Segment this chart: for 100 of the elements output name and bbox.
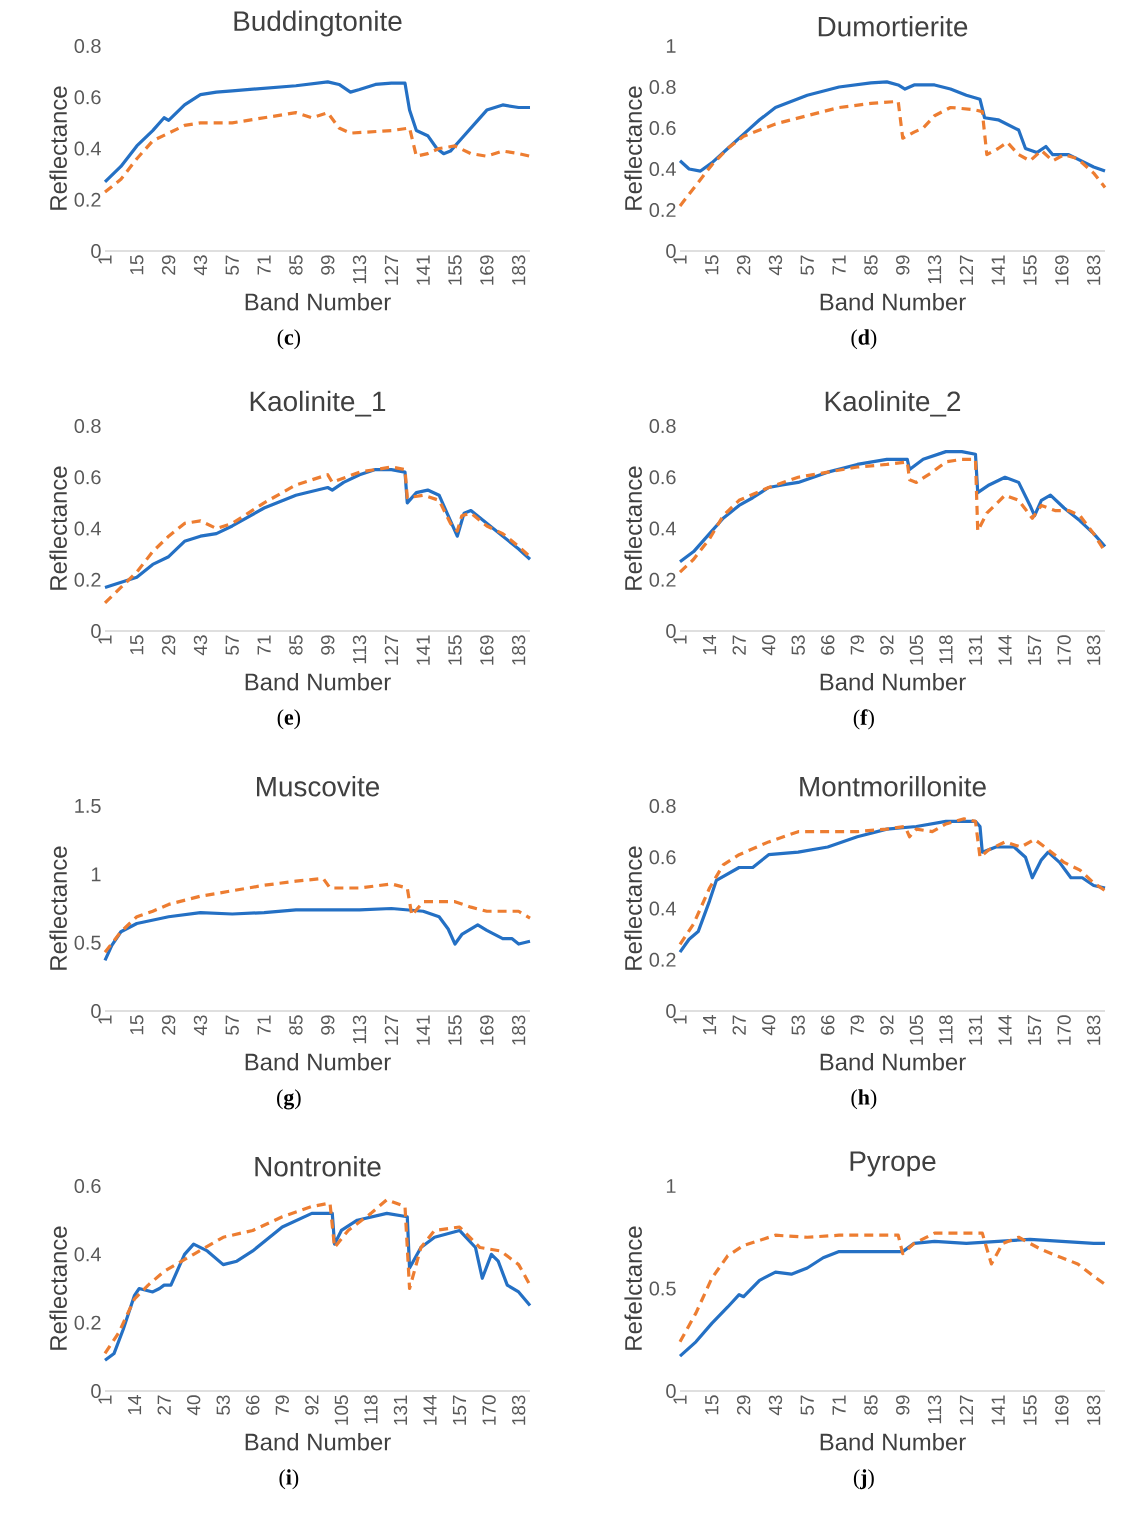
x-axis-title: Band Number xyxy=(820,1052,966,1071)
y-tick-label: 1 xyxy=(666,39,676,53)
x-tick-label: 155 xyxy=(448,1015,462,1045)
x-tick-label: 113 xyxy=(352,1015,367,1044)
chart-title: Dumortierite xyxy=(818,16,968,37)
y-tick-label: 0.8 xyxy=(649,418,676,434)
x-tick-label: 99 xyxy=(896,1395,910,1415)
chart-title: Pyrope xyxy=(850,1151,936,1177)
x-tick-label: 99 xyxy=(321,1015,335,1035)
x-tick-label: 169 xyxy=(1055,1395,1069,1425)
x-tick-label: 144 xyxy=(998,1015,1012,1045)
text: (e) xyxy=(277,709,301,730)
x-tick-label: 43 xyxy=(193,1015,208,1036)
x-tick-label: 131 xyxy=(393,1395,408,1425)
x-tick-label: 15 xyxy=(130,255,144,275)
x-tick-label: 71 xyxy=(257,635,271,655)
x-tick-label: 183 xyxy=(1086,1395,1101,1425)
x-tick-label: 79 xyxy=(275,1395,289,1415)
y-tick-label: 1.5 xyxy=(75,799,101,813)
x-tick-label: 157 xyxy=(1027,635,1042,665)
x-tick-label: 92 xyxy=(305,1395,319,1415)
x-tick-label: 127 xyxy=(959,1395,973,1425)
x-tick-label: 127 xyxy=(384,635,398,665)
x-tick-label: 43 xyxy=(768,1395,783,1416)
x-tick-label: 57 xyxy=(225,635,239,655)
x-tick-label: 92 xyxy=(880,635,894,655)
x-tick-label: 57 xyxy=(800,255,814,275)
y-axis-title: Reflectance xyxy=(624,86,642,210)
y-tick-label: 0.8 xyxy=(74,418,101,434)
x-tick-label: 155 xyxy=(448,635,462,665)
x-tick-label: 131 xyxy=(968,635,983,665)
x-tick-label: 127 xyxy=(959,255,973,285)
x-tick-label: 127 xyxy=(384,1015,398,1045)
x-tick-label: 66 xyxy=(821,1015,835,1035)
x-tick-label: 27 xyxy=(157,1395,171,1415)
y-axis-title: Reflectance xyxy=(624,846,642,970)
x-tick-label: 141 xyxy=(416,255,430,285)
x-tick-label: 57 xyxy=(800,1395,814,1415)
y-tick-label: 0.4 xyxy=(74,141,101,156)
x-tick-label: 29 xyxy=(736,1395,751,1415)
x-tick-label: 43 xyxy=(193,255,208,276)
x-tick-label: 85 xyxy=(864,1395,878,1415)
x-tick-label: 141 xyxy=(416,1015,430,1045)
x-tick-label: 29 xyxy=(736,255,751,275)
chart-title: Kaolinite_2 xyxy=(825,390,961,417)
y-axis-title: Reflectance xyxy=(49,1226,67,1350)
y-axis-title: Reflectance xyxy=(49,466,67,590)
x-tick-label: 183 xyxy=(511,255,526,285)
x-tick-label: 29 xyxy=(161,1015,176,1035)
y-tick-label: 0.2 xyxy=(649,202,676,218)
x-tick-label: 57 xyxy=(225,1015,239,1035)
x-tick-label: 85 xyxy=(289,1015,303,1035)
x-tick-label: 29 xyxy=(161,255,176,275)
x-axis-title: Band Number xyxy=(245,672,391,691)
x-tick-label: 71 xyxy=(832,255,846,275)
chart-title: Montmorillonite xyxy=(800,776,986,797)
x-tick-label: 71 xyxy=(257,255,271,275)
text: (i) xyxy=(279,1469,299,1490)
chart-title: Muscovite xyxy=(257,776,380,797)
y-tick-label: 0.6 xyxy=(649,120,676,136)
y-tick-label: 0.2 xyxy=(649,952,676,967)
x-tick-label: 131 xyxy=(968,1015,983,1045)
x-tick-label: 14 xyxy=(703,1015,717,1035)
text: (g) xyxy=(277,1089,301,1110)
x-tick-label: 183 xyxy=(1086,255,1101,285)
x-tick-label: 92 xyxy=(880,1015,894,1035)
x-tick-label: 170 xyxy=(1057,1015,1071,1045)
x-tick-label: 169 xyxy=(480,1015,494,1045)
x-tick-label: 113 xyxy=(352,255,367,284)
y-axis-title: Reflectance xyxy=(624,466,642,590)
y-tick-label: 0.2 xyxy=(649,572,676,587)
y-tick-label: 0.5 xyxy=(649,1281,676,1296)
x-tick-label: 118 xyxy=(939,1015,953,1044)
x-tick-label: 155 xyxy=(1023,1395,1037,1425)
x-tick-label: 43 xyxy=(768,255,783,276)
x-axis-title: Band Number xyxy=(820,292,966,311)
y-tick-label: 0.4 xyxy=(74,521,101,536)
x-tick-label: 144 xyxy=(423,1395,437,1425)
x-tick-label: 40 xyxy=(761,635,776,656)
x-tick-label: 79 xyxy=(850,635,864,655)
x-tick-label: 169 xyxy=(480,635,494,665)
x-tick-label: 15 xyxy=(130,1015,144,1035)
y-tick-label: 0.2 xyxy=(74,192,101,207)
x-tick-label: 53 xyxy=(791,635,805,655)
line-series xyxy=(103,876,532,954)
y-tick-label: 0.6 xyxy=(74,470,101,485)
chart-title: Buddingtonite xyxy=(234,10,402,37)
y-tick-label: 0.8 xyxy=(74,38,101,54)
text: (h) xyxy=(851,1089,877,1110)
x-tick-label: 169 xyxy=(480,255,494,285)
y-axis-title: Refelctance xyxy=(624,1226,642,1350)
x-tick-label: 144 xyxy=(998,635,1012,665)
x-tick-label: 105 xyxy=(334,1395,349,1425)
x-tick-label: 141 xyxy=(991,1395,1005,1425)
text: (j) xyxy=(853,1469,874,1490)
x-tick-label: 29 xyxy=(161,635,176,655)
y-tick-label: 0.4 xyxy=(649,901,676,916)
x-tick-label: 40 xyxy=(186,1395,201,1416)
x-tick-label: 57 xyxy=(225,255,239,275)
x-tick-label: 183 xyxy=(1086,635,1101,665)
